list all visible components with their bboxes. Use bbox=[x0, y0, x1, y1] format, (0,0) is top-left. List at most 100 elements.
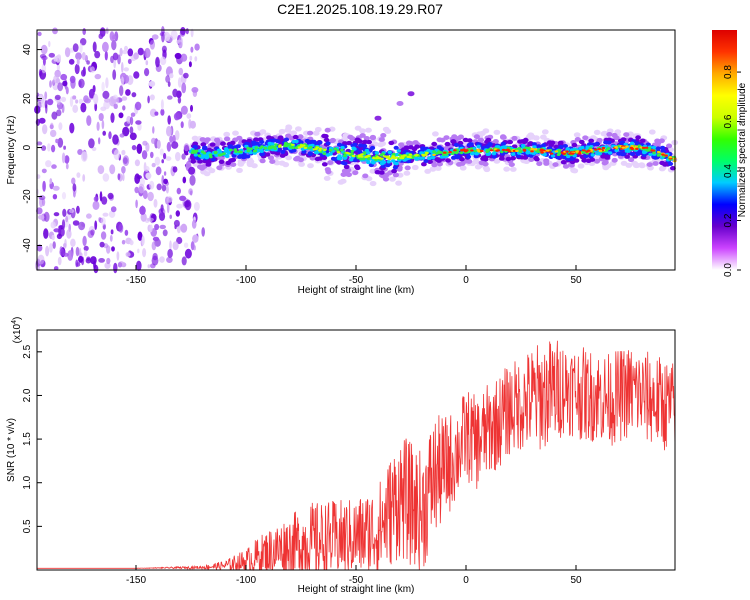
noise-blob bbox=[160, 99, 164, 110]
noise-blob bbox=[159, 56, 167, 66]
ridge-pixel bbox=[190, 159, 197, 164]
noise-blob bbox=[136, 143, 143, 154]
noise-blob bbox=[112, 52, 119, 61]
ridge-core bbox=[414, 154, 418, 157]
ridge-core bbox=[522, 148, 527, 151]
ridge-pixel bbox=[457, 134, 464, 140]
ridge-pixel bbox=[382, 176, 390, 182]
ridge-pixel bbox=[593, 154, 601, 160]
ridge-pixel bbox=[388, 140, 395, 146]
ridge-core bbox=[515, 149, 519, 152]
noise-blob bbox=[105, 27, 109, 34]
ridge-pixel bbox=[340, 145, 345, 150]
noise-blob bbox=[81, 52, 86, 61]
ridge-core bbox=[432, 153, 436, 156]
noise-blob bbox=[75, 246, 80, 257]
noise-blob bbox=[55, 138, 59, 144]
ridge-core bbox=[347, 152, 351, 155]
ridge-core bbox=[322, 148, 327, 152]
ridge-pixel bbox=[336, 160, 342, 165]
noise-blob bbox=[181, 256, 187, 266]
ridge-pixel bbox=[601, 160, 608, 166]
ridge-pixel bbox=[350, 152, 354, 156]
ridge-pixel bbox=[527, 132, 535, 138]
ridge-pixel bbox=[510, 156, 516, 161]
noise-blob bbox=[104, 262, 111, 269]
noise-blob bbox=[146, 217, 154, 222]
noise-blob bbox=[135, 199, 138, 209]
ridge-core bbox=[291, 143, 295, 146]
ridge-core bbox=[635, 147, 639, 150]
colorbar: 0.0 0.2 0.4 0.6 0.8 Normalized spectral ampl… bbox=[712, 30, 748, 277]
noise-blob bbox=[150, 151, 154, 159]
ridge-pixel bbox=[280, 149, 286, 154]
noise-blob bbox=[124, 229, 129, 236]
spectrogram-y-ticks: -40 -20 0 20 40 bbox=[22, 44, 42, 253]
noise-blob bbox=[85, 257, 92, 264]
ridge-pixel bbox=[432, 131, 439, 137]
noise-blob bbox=[155, 57, 160, 67]
snr-x-label: Height of straight line (km) bbox=[298, 584, 415, 595]
noise-blob bbox=[161, 184, 167, 192]
noise-blob bbox=[40, 44, 48, 55]
ridge-pixel bbox=[237, 161, 245, 167]
ridge-pixel bbox=[631, 160, 638, 166]
ridge-pixel bbox=[358, 143, 364, 148]
noise-blob bbox=[163, 178, 169, 185]
noise-blob bbox=[181, 153, 186, 160]
noise-blob bbox=[99, 241, 105, 248]
noise-blob bbox=[174, 224, 177, 230]
noise-blob bbox=[172, 134, 176, 143]
noise-blob bbox=[117, 173, 121, 181]
noise-blob bbox=[102, 173, 110, 182]
ridge-pixel bbox=[492, 139, 499, 144]
ridge-pixel bbox=[237, 150, 242, 154]
noise-blob bbox=[93, 93, 99, 105]
ridge-pixel bbox=[466, 154, 472, 159]
ridge-pixel bbox=[611, 157, 618, 163]
noise-blob bbox=[121, 62, 124, 73]
noise-blob bbox=[43, 228, 49, 239]
noise-blob bbox=[91, 146, 97, 152]
noise-blob bbox=[149, 180, 155, 190]
ridge-pixel bbox=[232, 130, 239, 136]
colorbar-tick-label: 0.4 bbox=[723, 164, 734, 178]
noise-blob bbox=[190, 46, 194, 53]
ridge-pixel bbox=[226, 151, 231, 155]
noise-blob bbox=[180, 27, 186, 36]
ridge-pixel bbox=[386, 160, 391, 164]
ridge-pixel bbox=[284, 127, 292, 133]
ridge-pixel bbox=[292, 134, 299, 140]
noise-blob bbox=[42, 198, 46, 207]
ridge-pixel bbox=[486, 152, 491, 156]
snr-multiplier: (x104) bbox=[11, 317, 23, 344]
ridge-pixel bbox=[269, 159, 276, 165]
noise-blob bbox=[101, 81, 105, 92]
y-tick-label: 0.5 bbox=[22, 519, 33, 533]
ridge-core bbox=[625, 145, 629, 148]
ridge-pixel bbox=[450, 152, 455, 156]
noise-blob bbox=[165, 75, 171, 83]
spectrogram-panel: -150 -100 -50 0 50 -40 -20 0 20 40 Height of str… bbox=[6, 26, 679, 296]
noise-blob bbox=[178, 67, 184, 76]
noise-blob bbox=[112, 134, 119, 145]
noise-blob bbox=[129, 132, 137, 141]
noise-blob bbox=[67, 250, 74, 261]
noise-blob bbox=[63, 145, 66, 150]
noise-blob bbox=[125, 252, 131, 257]
ridge-pixel bbox=[522, 155, 529, 160]
noise-blob bbox=[108, 131, 112, 140]
ridge-pixel bbox=[476, 144, 481, 149]
noise-blob bbox=[74, 63, 80, 75]
noise-blob bbox=[118, 112, 124, 119]
noise-blob bbox=[158, 211, 166, 221]
ridge-pixel bbox=[321, 162, 328, 167]
noise-blob bbox=[111, 35, 116, 40]
ridge-pixel bbox=[620, 152, 626, 157]
noise-blob bbox=[110, 229, 114, 235]
noise-blob bbox=[35, 118, 41, 126]
noise-blob bbox=[130, 112, 136, 117]
noise-blob bbox=[113, 103, 118, 110]
ridge-pixel bbox=[452, 155, 458, 160]
ridge-pixel bbox=[469, 147, 474, 151]
